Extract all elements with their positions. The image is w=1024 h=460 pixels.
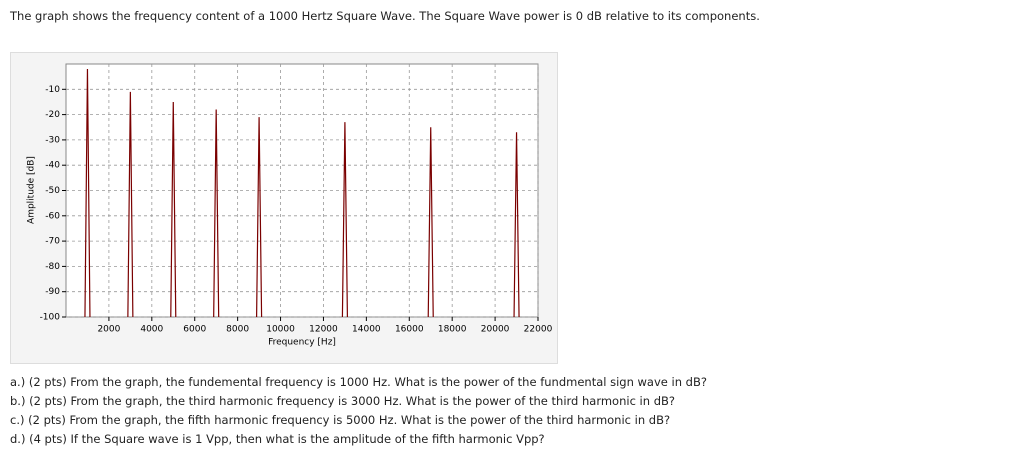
spectral-peak — [170, 101, 177, 318]
x-tick-label: 6000 — [183, 325, 206, 335]
x-tick-label: 10000 — [266, 325, 295, 335]
spectral-peak — [513, 132, 520, 318]
question: b.) (2 pts) From the graph, the third ha… — [10, 394, 675, 408]
x-tick-label: 22000 — [524, 325, 553, 335]
y-tick-label: -20 — [45, 110, 60, 120]
x-tick-label: 20000 — [481, 325, 510, 335]
x-tick-label: 16000 — [395, 325, 424, 335]
x-tick-label: 4000 — [140, 325, 163, 335]
y-tick-label: -10 — [45, 85, 60, 95]
x-tick-label: 2000 — [97, 325, 120, 335]
x-tick-label: 14000 — [352, 325, 381, 335]
spectral-peak — [427, 127, 434, 318]
question: c.) (2 pts) From the graph, the fifth ha… — [10, 413, 671, 427]
spectral-peak — [213, 109, 220, 318]
chart-panel: Amplitude [dB] Frequency [Hz] -10 -20 -30 -… — [10, 52, 558, 364]
y-tick-label: -80 — [45, 262, 60, 272]
y-tick-label: -30 — [45, 135, 60, 145]
x-tick-label: 18000 — [438, 325, 467, 335]
x-axis-label: Frequency [Hz] — [268, 338, 336, 348]
question: d.) (4 pts) If the Square wave is 1 Vpp,… — [10, 432, 545, 446]
x-tick-label: 12000 — [309, 325, 338, 335]
spectral-peak — [84, 69, 91, 318]
y-tick-label: -70 — [45, 237, 60, 247]
y-tick-label: -60 — [45, 211, 60, 221]
y-tick-label: -50 — [45, 186, 60, 196]
y-axis-label: Amplitude [dB] — [27, 156, 37, 224]
x-tick-label: 8000 — [226, 325, 249, 335]
y-tick-label: -90 — [45, 287, 60, 297]
spectral-peak — [341, 122, 349, 318]
question: a.) (2 pts) From the graph, the fundemen… — [10, 375, 707, 389]
y-tick-label: -100 — [40, 313, 61, 323]
spectral-peak — [255, 117, 263, 318]
header-text: The graph shows the frequency content of… — [10, 9, 760, 23]
spectral-peak — [127, 91, 134, 318]
y-tick-label: -40 — [45, 161, 60, 171]
chart: Amplitude [dB] Frequency [Hz] -10 -20 -30 -… — [27, 63, 553, 348]
